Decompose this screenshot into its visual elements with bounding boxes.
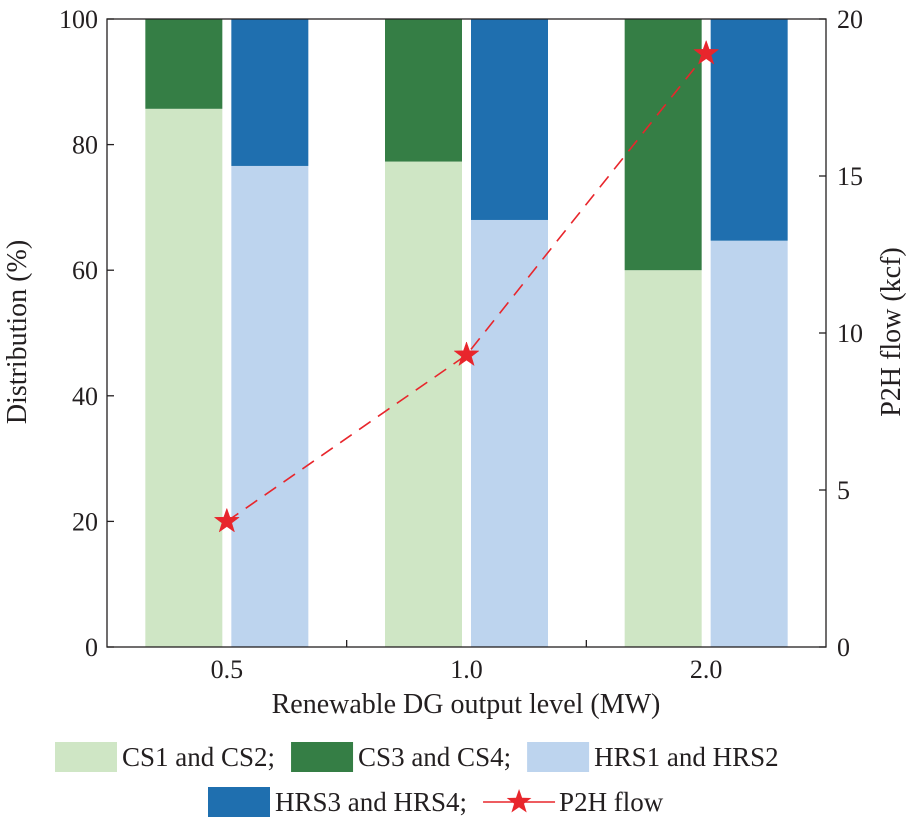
y-tick-label-20: 20 xyxy=(72,507,98,536)
bar-cs3-and-cs4-0-5 xyxy=(145,19,223,109)
y2-tick-label-0: 0 xyxy=(837,633,850,662)
legend: CS1 and CS2; CS3 and CS4; HRS1 and HRS2 HRS… xyxy=(55,742,779,817)
y2-tick-label-10: 10 xyxy=(837,319,863,348)
ticks-layer: 0 20 40 60 80 100 0 5 10 15 20 0.5 1.0 2.0 xyxy=(59,5,863,684)
bar-hrs1-and-hrs2-1-0 xyxy=(471,219,548,647)
legend-label-p2h-flow: P2H flow xyxy=(559,787,664,817)
y-tick-label-0: 0 xyxy=(85,633,98,662)
bar-cs1-and-cs2-0-5 xyxy=(145,108,223,647)
bar-cs3-and-cs4-2-0 xyxy=(624,19,702,271)
bar-cs3-and-cs4-1-0 xyxy=(385,19,462,162)
y2-axis-label: P2H flow (kcf) xyxy=(876,247,907,417)
legend-swatch-cs1-and-cs2 xyxy=(55,742,117,772)
bar-hrs3-and-hrs4-1-0 xyxy=(471,19,548,220)
legend-swatch-hrs1-and-hrs2 xyxy=(527,742,590,772)
y-tick-label-60: 60 xyxy=(72,256,98,285)
x-tick-label-2-0: 2.0 xyxy=(690,655,723,684)
p2h-flow-marker-0-5 xyxy=(213,507,240,533)
y-tick-label-80: 80 xyxy=(72,131,98,160)
bar-hrs1-and-hrs2-2-0 xyxy=(710,240,788,647)
bar-cs1-and-cs2-2-0 xyxy=(624,270,702,647)
bar-hrs3-and-hrs4-0-5 xyxy=(231,19,309,166)
y-axis-label: Distribution (%) xyxy=(2,240,33,424)
x-axis-label: Renewable DG output level (MW) xyxy=(272,689,661,720)
y-tick-label-40: 40 xyxy=(72,382,98,411)
y-tick-label-100: 100 xyxy=(59,5,98,34)
legend-swatch-cs3-and-cs4 xyxy=(291,742,354,772)
bar-hrs1-and-hrs2-0-5 xyxy=(231,165,309,647)
bar-cs1-and-cs2-1-0 xyxy=(385,161,462,647)
legend-label-cs1-and-cs2: CS1 and CS2; xyxy=(122,742,275,772)
p2h-flow-line xyxy=(226,53,707,523)
y2-tick-label-20: 20 xyxy=(837,5,863,34)
bar-hrs3-and-hrs4-2-0 xyxy=(710,19,788,241)
x-tick-label-0-5: 0.5 xyxy=(211,655,244,684)
y2-tick-label-5: 5 xyxy=(837,476,850,505)
legend-label-hrs1-and-hrs2: HRS1 and HRS2 xyxy=(594,742,779,772)
legend-marker-p2h-flow xyxy=(506,789,532,813)
bars-layer xyxy=(145,19,788,647)
legend-swatch-hrs3-and-hrs4 xyxy=(208,787,270,817)
y2-tick-label-15: 15 xyxy=(837,162,863,191)
p2h-flow-layer xyxy=(213,39,720,533)
p2h-flow-marker-2-0 xyxy=(693,39,720,65)
legend-label-hrs3-and-hrs4: HRS3 and HRS4; xyxy=(275,787,467,817)
legend-label-cs3-and-cs4: CS3 and CS4; xyxy=(358,742,511,772)
x-tick-label-1-0: 1.0 xyxy=(450,655,483,684)
p2h-flow-marker-1-0 xyxy=(453,341,480,367)
